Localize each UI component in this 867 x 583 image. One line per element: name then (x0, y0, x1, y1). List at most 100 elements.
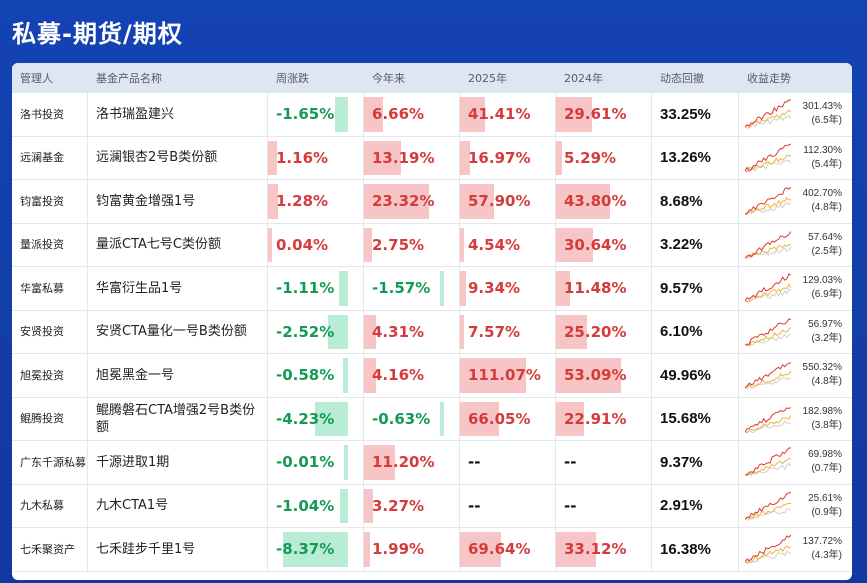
week-bar (268, 140, 277, 175)
trend-period: (4.8年) (811, 376, 842, 387)
cell-manager[interactable]: 九木私募 (12, 484, 88, 527)
cell-trend[interactable]: 182.98% (3.8年) (739, 398, 852, 441)
cell-product[interactable]: 洛书瑞盈建兴 (88, 93, 268, 136)
ytd-bar (364, 488, 374, 523)
cell-trend[interactable]: 402.70% (4.8年) (739, 180, 852, 223)
cell-trend[interactable]: 301.43% (6.5年) (739, 93, 852, 136)
ytd-value: -1.57% (372, 279, 431, 298)
table-row[interactable]: 量派投资 量派CTA七号C类份额 0.04% 2.75% 4.54% 30.64% 3.22… (12, 223, 852, 267)
cell-drawdown: 3.22% (652, 223, 739, 266)
table-row[interactable]: 鲲腾投资 鲲腾磐石CTA增强2号B类份额 -4.23% -0.63% 66.05% 22.… (12, 397, 852, 441)
y2025-value: 111.07% (468, 366, 541, 385)
y2024-value: 22.91% (564, 409, 627, 428)
cell-ytd: 1.99% (364, 528, 460, 571)
sparkline-series (745, 326, 791, 346)
cell-trend[interactable]: 129.03% (6.9年) (739, 267, 852, 310)
cell-product[interactable]: 钧富黄金增强1号 (88, 180, 268, 223)
cell-product[interactable]: 量派CTA七号C类份额 (88, 223, 268, 266)
header-2025[interactable]: 2025年 (468, 72, 507, 85)
ytd-value: 4.31% (372, 322, 425, 341)
cell-y2025: -- (460, 441, 556, 484)
cell-y2025: -- (460, 484, 556, 527)
sparkline-series (745, 534, 791, 563)
sparkline-series (745, 273, 791, 302)
cell-y2024: -- (556, 484, 652, 527)
trend-period: (3.8年) (811, 419, 842, 431)
header-manager[interactable]: 管理人 (20, 72, 53, 85)
y2024-bar (556, 184, 610, 219)
y2025-bar (460, 184, 495, 219)
ytd-bar (439, 271, 444, 306)
table-row[interactable]: 洛书投资 洛书瑞盈建兴 -1.65% 6.66% 41.41% 29.61% 33.25% 3… (12, 93, 852, 137)
header-2024[interactable]: 2024年 (564, 72, 603, 85)
cell-trend[interactable]: 56.97% (3.2年) (739, 311, 852, 354)
trend-sparkline (745, 230, 791, 260)
cell-drawdown: 15.68% (652, 397, 739, 440)
cell-product[interactable]: 旭冕黑金一号 (88, 354, 268, 397)
y2024-value: 29.61% (564, 105, 627, 124)
week-bar (344, 445, 348, 480)
cell-product[interactable]: 鲲腾磐石CTA增强2号B类份额 (88, 397, 268, 440)
table-row[interactable]: 远澜基金 远澜银杏2号B类份额 1.16% 13.19% 16.97% 5.29% 13.2… (12, 136, 852, 180)
y2024-value: 11.48% (564, 279, 627, 298)
page-title: 私募-期货/期权 (12, 20, 183, 48)
sparkline-series (745, 317, 791, 345)
cell-manager[interactable]: 华富私募 (12, 267, 88, 310)
cell-drawdown: 8.68% (652, 180, 739, 223)
table-row[interactable]: 广东千源私募 千源进取1期 -0.01% 11.20% -- -- 9.37% 69.98% (… (12, 441, 852, 485)
header-product[interactable]: 基金产品名称 (96, 72, 162, 85)
table-row[interactable]: 钧富投资 钧富黄金增强1号 1.28% 23.32% 57.90% 43.80% 8.68%… (12, 180, 852, 224)
cell-product[interactable]: 七禾跬步千里1号 (88, 528, 268, 571)
cell-manager[interactable]: 七禾聚资产 (12, 528, 88, 571)
trend-sparkline (745, 447, 791, 476)
cell-manager[interactable]: 洛书投资 (12, 93, 88, 136)
cell-manager[interactable]: 钧富投资 (12, 180, 88, 223)
header-trend[interactable]: 收益走势 (747, 72, 791, 85)
cell-manager[interactable]: 鲲腾投资 (12, 397, 88, 440)
cell-y2024: 22.91% (556, 397, 652, 440)
cell-manager[interactable]: 远澜基金 (12, 136, 88, 179)
cell-trend[interactable]: 69.98% (0.7年) (739, 441, 852, 484)
ytd-bar (364, 97, 383, 132)
cell-manager[interactable]: 量派投资 (12, 223, 88, 266)
cell-trend[interactable]: 137.72% (4.3年) (739, 528, 852, 571)
cell-product[interactable]: 千源进取1期 (88, 441, 268, 484)
cell-product[interactable]: 远澜银杏2号B类份额 (88, 136, 268, 179)
cell-trend[interactable]: 550.32% (4.8年) (739, 354, 852, 397)
sparkline-series (745, 550, 791, 564)
cell-product[interactable]: 安贤CTA量化一号B类份额 (88, 310, 268, 353)
cell-manager[interactable]: 广东千源私募 (12, 441, 88, 484)
trend-period: (2.5年) (811, 245, 842, 257)
week-value: -4.23% (276, 409, 335, 428)
cell-trend[interactable]: 112.30% (5.4年) (739, 137, 852, 180)
y2025-value: -- (468, 496, 481, 515)
trend-sparkline (745, 273, 791, 303)
cell-week: -4.23% (268, 397, 364, 440)
header-week[interactable]: 周涨跌 (276, 72, 309, 85)
sparkline-series (745, 502, 791, 519)
cell-trend[interactable]: 57.64% (2.5年) (739, 224, 852, 267)
header-drawdown[interactable]: 动态回撤 (660, 72, 704, 85)
cell-ytd: 13.19% (364, 136, 460, 179)
table-row[interactable]: 七禾聚资产 七禾跬步千里1号 -8.37% 1.99% 69.64% 33.12% 16.3… (12, 528, 852, 572)
header-ytd[interactable]: 今年来 (372, 72, 405, 85)
y2024-value: 43.80% (564, 192, 627, 211)
cell-manager[interactable]: 安贤投资 (12, 310, 88, 353)
ytd-value: 4.16% (372, 366, 425, 385)
cell-y2024: 11.48% (556, 267, 652, 310)
y2025-bar (460, 271, 466, 306)
sparkline-series (745, 376, 791, 390)
sparkline-series (745, 245, 791, 260)
week-bar (315, 401, 348, 436)
sparkline-series (745, 406, 791, 432)
table-row[interactable]: 安贤投资 安贤CTA量化一号B类份额 -2.52% 4.31% 7.57% 25.20% 6… (12, 310, 852, 354)
table-row[interactable]: 华富私募 华富衍生品1号 -1.11% -1.57% 9.34% 11.48% 9.57% 1… (12, 267, 852, 311)
table-row[interactable]: 旭冕投资 旭冕黑金一号 -0.58% 4.16% 111.07% 53.09% 49.96%… (12, 354, 852, 398)
table-row[interactable]: 九木私募 九木CTA1号 -1.04% 3.27% -- -- 2.91% 25.61% (0.… (12, 484, 852, 528)
cell-manager[interactable]: 旭冕投资 (12, 354, 88, 397)
cell-product[interactable]: 九木CTA1号 (88, 484, 268, 527)
y2025-value: -- (468, 453, 481, 472)
cell-week: -1.04% (268, 484, 364, 527)
cell-trend[interactable]: 25.61% (0.9年) (739, 485, 852, 528)
cell-product[interactable]: 华富衍生品1号 (88, 267, 268, 310)
